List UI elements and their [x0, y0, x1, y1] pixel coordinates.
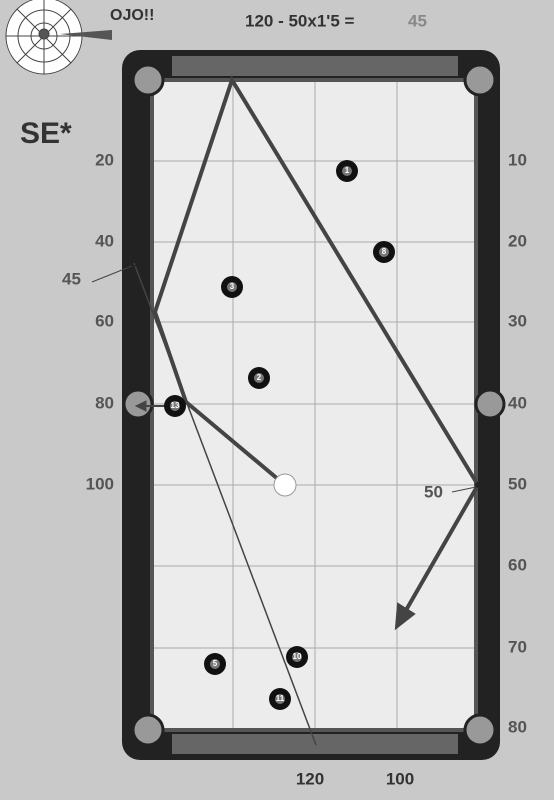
- bottom-label: 120: [296, 769, 324, 788]
- right-diamond-label: 70: [508, 637, 527, 656]
- right-diamond-label: 60: [508, 555, 527, 574]
- left-diamond-label: 100: [86, 474, 114, 493]
- ball-number: 8: [382, 247, 387, 256]
- bottom-label: 100: [386, 769, 414, 788]
- pockets: [122, 63, 506, 747]
- left-diamond-label: 80: [95, 393, 114, 412]
- system-label: SE*: [20, 117, 72, 150]
- ball-number: 10: [293, 652, 302, 661]
- ball-number: 1: [345, 166, 350, 175]
- right-diamond-label: 40: [508, 393, 527, 412]
- ball-spot: [210, 659, 220, 669]
- ball-number: 2: [257, 373, 262, 382]
- labels: 20 40 60 80 100 45 10 20 30 40 50 60 70 80 50 120 100 1 8 3…: [62, 150, 527, 788]
- compass-icon: [5, 0, 112, 75]
- cue-ball: [273, 473, 297, 497]
- ball-spot: [254, 373, 264, 383]
- right-diamond-label: 80: [508, 717, 527, 736]
- ball-number: 13: [171, 401, 180, 410]
- grid: [154, 82, 474, 728]
- ball-spot: [379, 247, 389, 257]
- right-note: 50: [424, 482, 443, 501]
- formula-result: 45: [408, 11, 427, 30]
- cloth: [154, 82, 474, 728]
- ball-number: 11: [276, 694, 285, 703]
- left-diamond-label: 40: [95, 231, 114, 250]
- warning: OJO!!: [110, 7, 154, 24]
- left-diamond-label: 20: [95, 150, 114, 169]
- ball-spot: [227, 282, 237, 292]
- aim-point: [130, 259, 138, 267]
- right-diamond-label: 10: [508, 150, 527, 169]
- ball-number: 5: [213, 659, 218, 668]
- right-diamond-label: 20: [508, 231, 527, 250]
- right-diamond-label: 30: [508, 311, 527, 330]
- ball-number: 3: [230, 282, 235, 291]
- ball-spot: [292, 652, 302, 662]
- left-diamond-label: 60: [95, 311, 114, 330]
- formula: 120 - 50x1'5 =: [245, 11, 355, 30]
- right-diamond-label: 50: [508, 474, 527, 493]
- left-note: 45: [62, 269, 81, 288]
- ball-spot: [275, 694, 285, 704]
- shot-paths: [91, 75, 481, 746]
- balls: [273, 473, 297, 497]
- ball-spot: [342, 166, 352, 176]
- ball-spot: [170, 401, 180, 411]
- aim-point: [475, 482, 481, 488]
- rail-top: [172, 56, 458, 76]
